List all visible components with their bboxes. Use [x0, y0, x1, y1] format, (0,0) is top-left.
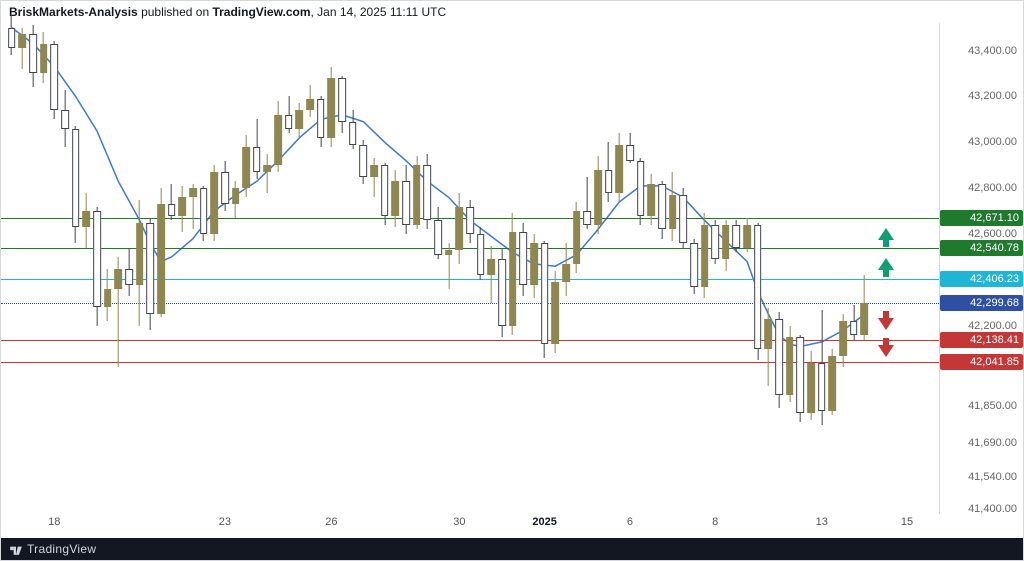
- y-axis: 43,400.00 43,200.00 43,000.00 42,800.00 42,6…: [939, 23, 1023, 514]
- chart-frame: BriskMarkets-Analysis published on Tradi…: [0, 0, 1024, 561]
- price-level-label: 42,406.23: [940, 271, 1023, 287]
- price-level-label: 42,299.68: [940, 295, 1023, 311]
- price-level-label: 42,041.85: [940, 354, 1023, 370]
- y-tick-label: 43,400.00: [968, 45, 1017, 57]
- y-tick-label: 43,200.00: [968, 90, 1017, 102]
- x-tick-label: 23: [219, 516, 231, 528]
- chart-plot-area[interactable]: [1, 23, 939, 514]
- y-tick-label: 41,690.00: [968, 437, 1017, 449]
- price-level-label: 42,671.10: [940, 210, 1023, 226]
- x-tick-label: 8: [712, 516, 718, 528]
- publish-header: BriskMarkets-Analysis published on Tradi…: [9, 5, 446, 19]
- price-level-label: 42,540.78: [940, 240, 1023, 256]
- y-tick-label: 42,200.00: [968, 320, 1017, 332]
- x-tick-label: 2025: [532, 516, 556, 528]
- y-tick-label: 42,600.00: [968, 228, 1017, 240]
- y-tick-label: 41,850.00: [968, 400, 1017, 412]
- y-tick-label: 41,540.00: [968, 471, 1017, 483]
- footer-bar: TradingView: [1, 538, 1023, 560]
- x-tick-label: 6: [627, 516, 633, 528]
- x-tick-label: 30: [453, 516, 465, 528]
- x-tick-label: 13: [816, 516, 828, 528]
- x-tick-label: 26: [325, 516, 337, 528]
- x-tick-label: 18: [48, 516, 60, 528]
- y-tick-label: 43,000.00: [968, 136, 1017, 148]
- y-tick-label: 41,400.00: [968, 503, 1017, 515]
- x-axis: 18 23 26 30 2025 6 8 13 15: [1, 514, 939, 538]
- arrow-down-icon: [878, 345, 894, 357]
- y-tick-label: 42,800.00: [968, 182, 1017, 194]
- footer-brand: TradingView: [27, 542, 96, 556]
- author-name: BriskMarkets-Analysis: [9, 5, 138, 19]
- publish-timestamp: Jan 14, 2025 11:11 UTC: [317, 5, 446, 19]
- site-name: TradingView.com: [212, 5, 310, 19]
- arrow-up-icon: [878, 228, 894, 240]
- arrow-up-icon: [878, 258, 894, 270]
- tradingview-icon: [9, 542, 23, 556]
- price-level-label: 42,138.41: [940, 332, 1023, 348]
- x-tick-label: 15: [901, 516, 913, 528]
- arrow-down-icon: [878, 318, 894, 330]
